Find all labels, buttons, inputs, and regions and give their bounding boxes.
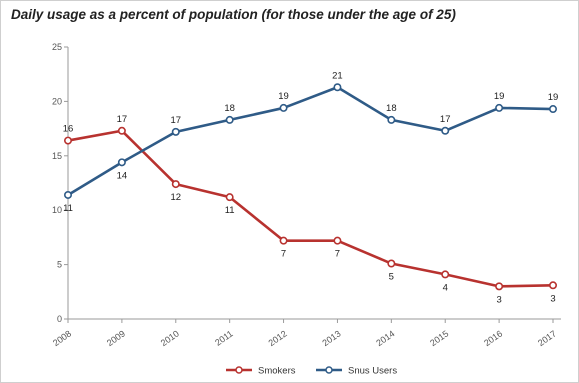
chart-title: Daily usage as a percent of population (… [11, 7, 456, 22]
data-label-smokers: 17 [117, 114, 128, 125]
data-point-smokers [495, 282, 504, 291]
data-point-smokers [171, 180, 180, 189]
data-point-snus-users [225, 115, 234, 124]
data-label-snus-users: 19 [278, 91, 289, 102]
data-label-snus-users: 17 [170, 115, 181, 126]
data-point-snus-users [117, 158, 126, 167]
data-point-smokers [64, 136, 73, 145]
x-tick-label: 2011 [213, 328, 235, 347]
data-point-smokers [387, 259, 396, 268]
data-label-smokers: 3 [496, 294, 501, 305]
y-tick-label: 15 [52, 151, 62, 161]
data-point-snus-users [64, 190, 73, 199]
y-tick-label: 10 [52, 205, 62, 215]
data-label-smokers: 12 [170, 192, 181, 203]
data-label-smokers: 5 [389, 272, 394, 283]
data-point-smokers [548, 281, 557, 290]
legend-marker-snus-users [325, 366, 333, 374]
data-label-smokers: 11 [225, 205, 235, 216]
data-point-smokers [441, 270, 450, 279]
legend-marker-smokers [235, 366, 243, 374]
x-tick-label: 2008 [51, 328, 73, 348]
legend-label-smokers: Smokers [258, 366, 296, 377]
data-label-snus-users: 11 [63, 203, 73, 214]
x-tick-label: 2014 [374, 328, 396, 348]
legend-label-snus-users: Snus Users [348, 366, 397, 377]
y-tick-label: 5 [57, 260, 62, 270]
data-label-snus-users: 14 [117, 170, 128, 181]
x-tick-label: 2013 [320, 328, 342, 348]
data-point-snus-users [387, 115, 396, 124]
data-label-snus-users: 19 [494, 91, 505, 102]
data-point-smokers [279, 236, 288, 245]
y-tick-label: 20 [52, 96, 62, 106]
y-tick-label: 0 [57, 314, 62, 324]
data-label-smokers: 3 [550, 293, 555, 304]
x-tick-label: 2015 [428, 328, 450, 348]
x-tick-label: 2017 [536, 328, 558, 348]
data-point-snus-users [171, 127, 180, 136]
data-label-snus-users: 18 [386, 103, 397, 114]
data-label-smokers: 7 [335, 249, 340, 260]
series-line-smokers [67, 129, 554, 288]
data-point-snus-users [333, 83, 342, 92]
data-point-snus-users [279, 103, 288, 112]
data-label-snus-users: 19 [548, 92, 559, 103]
data-point-smokers [117, 126, 126, 135]
data-point-smokers [225, 193, 234, 202]
data-point-snus-users [548, 105, 557, 114]
data-label-smokers: 4 [443, 282, 448, 293]
data-point-smokers [333, 236, 342, 245]
data-point-snus-users [441, 126, 450, 135]
y-tick-label: 25 [52, 42, 62, 52]
x-tick-label: 2010 [159, 328, 181, 348]
data-label-snus-users: 21 [332, 70, 343, 81]
data-label-smokers: 16 [63, 124, 74, 135]
data-point-snus-users [495, 103, 504, 112]
data-label-snus-users: 17 [440, 114, 451, 125]
x-tick-label: 2009 [105, 328, 127, 348]
x-tick-label: 2016 [482, 328, 504, 348]
data-label-smokers: 7 [281, 249, 286, 260]
data-label-snus-users: 18 [224, 103, 235, 114]
series-line-snus-users [67, 85, 554, 197]
x-tick-label: 2012 [267, 328, 289, 348]
